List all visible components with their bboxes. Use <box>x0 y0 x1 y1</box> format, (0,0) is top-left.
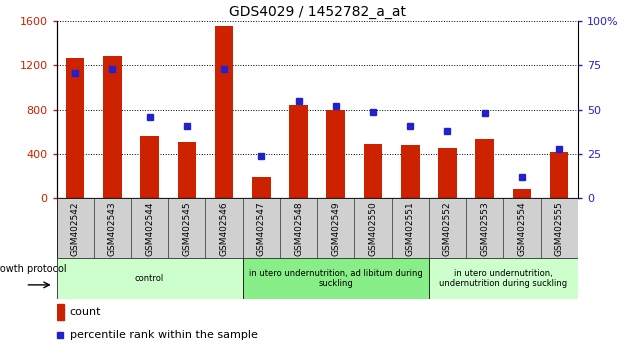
Bar <box>103 56 122 198</box>
Bar <box>57 258 242 299</box>
Text: GSM402542: GSM402542 <box>70 201 80 256</box>
Bar <box>512 189 531 198</box>
Text: GSM402552: GSM402552 <box>443 201 452 256</box>
Text: GSM402545: GSM402545 <box>182 201 192 256</box>
Text: GSM402551: GSM402551 <box>406 201 414 256</box>
Text: GSM402544: GSM402544 <box>145 201 154 256</box>
Text: GSM402548: GSM402548 <box>294 201 303 256</box>
Text: GSM402550: GSM402550 <box>369 201 377 256</box>
Bar <box>550 152 568 198</box>
Text: count: count <box>70 307 101 317</box>
Bar <box>429 258 578 299</box>
Text: in utero undernutrition, ad libitum during
suckling: in utero undernutrition, ad libitum duri… <box>249 269 423 289</box>
Text: control: control <box>135 274 165 283</box>
Text: GSM402553: GSM402553 <box>480 201 489 256</box>
Bar <box>327 110 345 198</box>
Bar <box>364 144 382 198</box>
Bar <box>57 304 64 320</box>
Text: GSM402549: GSM402549 <box>331 201 340 256</box>
Text: growth protocol: growth protocol <box>0 264 67 274</box>
Bar <box>66 58 84 198</box>
Text: GSM402547: GSM402547 <box>257 201 266 256</box>
Text: percentile rank within the sample: percentile rank within the sample <box>70 330 257 340</box>
Title: GDS4029 / 1452782_a_at: GDS4029 / 1452782_a_at <box>229 5 406 19</box>
Bar <box>215 26 234 198</box>
Text: GSM402555: GSM402555 <box>555 201 564 256</box>
Bar <box>178 142 196 198</box>
Bar <box>140 136 159 198</box>
Bar <box>475 138 494 198</box>
Text: GSM402554: GSM402554 <box>517 201 526 256</box>
Bar <box>252 177 271 198</box>
Text: GSM402546: GSM402546 <box>220 201 229 256</box>
Bar <box>242 258 429 299</box>
Text: GSM402543: GSM402543 <box>108 201 117 256</box>
Text: in utero undernutrition,
undernutrition during suckling: in utero undernutrition, undernutrition … <box>439 269 567 289</box>
Bar <box>438 148 457 198</box>
Bar <box>290 105 308 198</box>
Bar <box>401 145 420 198</box>
